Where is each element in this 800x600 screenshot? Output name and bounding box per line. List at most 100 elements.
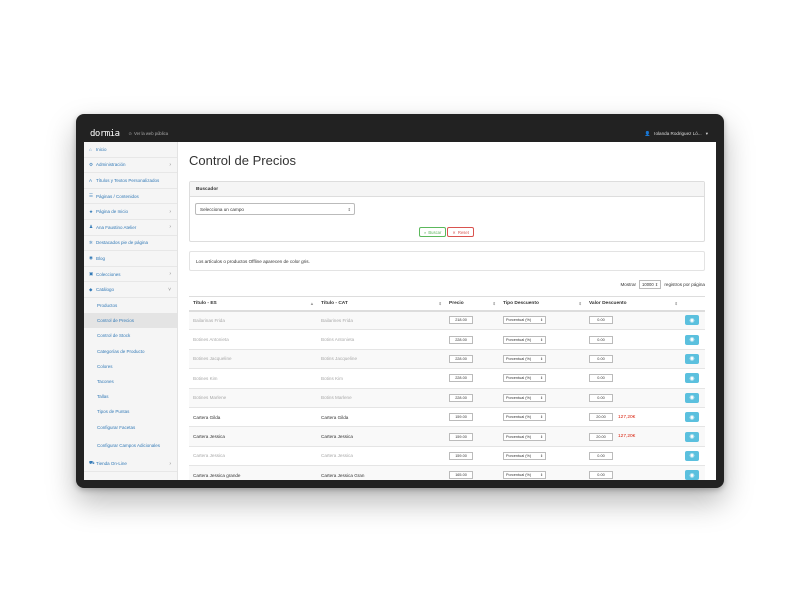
sidebar-item-inicio[interactable]: ⌂ Inicio xyxy=(84,142,177,158)
sidebar-item-colecciones[interactable]: ▣ Colecciones › xyxy=(84,267,177,283)
discount-value-input[interactable]: 0.00 xyxy=(589,316,613,325)
eye-icon[interactable]: ◉ xyxy=(685,315,699,326)
cell-titulo-cat: Botins Marlene xyxy=(317,388,445,408)
brand-logo[interactable]: dormia xyxy=(90,128,120,139)
eye-icon[interactable]: ◉ xyxy=(685,353,699,364)
page-length-control: Mostrar 10000 ⇕ registros por página xyxy=(189,278,705,291)
discount-type-select[interactable]: Porcentual (%) ⇕ xyxy=(503,354,546,363)
cell-valor-descuento: 0.00 xyxy=(585,446,681,467)
search-button[interactable]: ⌕ Buscar xyxy=(419,227,447,237)
cell-valor-descuento: 0.00 xyxy=(585,310,681,331)
reset-button[interactable]: ✕ Reset xyxy=(447,227,474,237)
discount-type-select[interactable]: Porcentual (%) ⇕ xyxy=(503,374,546,383)
eye-icon[interactable]: ◉ xyxy=(685,373,699,384)
price-input[interactable]: 159.00 xyxy=(449,413,473,422)
sidebar-subitem-tallas[interactable]: Tallas xyxy=(97,394,109,400)
table-row: Cartera Gilda Cartera Gilda 159.00 Porcentu… xyxy=(189,407,705,428)
sidebar-item-destacados[interactable]: ✲ Destacados pie de página xyxy=(84,236,177,252)
chevron-right-icon: › xyxy=(169,224,171,231)
length-suffix: registros por página xyxy=(664,282,705,287)
price-input[interactable]: 218.00 xyxy=(449,316,473,325)
column-header-valor-descuento[interactable]: Valor Descuento ⇕ xyxy=(585,296,681,312)
discount-value-input[interactable]: 0.00 xyxy=(589,354,613,363)
price-input[interactable]: 159.00 xyxy=(449,432,473,441)
discount-type-select[interactable]: Porcentual (%) ⇕ xyxy=(503,413,546,422)
user-menu[interactable]: 👤 Iolanda Rodriguez Ló... ▾ xyxy=(644,131,708,137)
price-input[interactable]: 228.00 xyxy=(449,335,473,344)
discount-value-input[interactable]: 0.00 xyxy=(589,471,613,480)
cell-actions: ◉ xyxy=(681,368,705,389)
discount-type-value: Porcentual (%) xyxy=(506,434,532,439)
cell-titulo-es: Bailarinas Frida xyxy=(189,310,317,331)
price-input[interactable]: 165.00 xyxy=(449,471,473,480)
price-input[interactable]: 228.00 xyxy=(449,354,473,363)
eye-icon[interactable]: ◉ xyxy=(685,412,699,423)
sidebar-item-administracion[interactable]: ⚙ Administración › xyxy=(84,158,177,174)
text-icon: A xyxy=(89,177,93,183)
discount-value-input[interactable]: 0.00 xyxy=(589,335,613,344)
discount-type-select[interactable]: Porcentual (%) ⇕ xyxy=(503,393,546,402)
cell-valor-descuento: 0.00 xyxy=(585,349,681,370)
eye-icon[interactable]: ◉ xyxy=(685,392,699,403)
select-arrows-icon: ⇕ xyxy=(540,415,543,420)
length-select[interactable]: 10000 ⇕ xyxy=(639,280,662,289)
sidebar-item-label: Tienda On-Line xyxy=(96,461,127,467)
discount-value-input[interactable]: 20.00 xyxy=(589,432,613,441)
sidebar-item-label: Administración xyxy=(96,162,126,168)
sidebar-subitem-categorias[interactable]: Categorías de Producto xyxy=(97,348,145,354)
top-navbar: dormia ⊙ Ver la web pública 👤 Iolanda Ro… xyxy=(84,125,716,142)
column-header-precio[interactable]: Precio ⇕ xyxy=(445,296,499,312)
table-row: Cartera Jessica Cartera Jessica 159.00 Porc… xyxy=(189,426,705,447)
select-arrows-icon: ⇕ xyxy=(540,337,543,342)
discount-value-input[interactable]: 0.00 xyxy=(589,374,613,383)
select-arrows-icon: ⇕ xyxy=(540,473,543,478)
sidebar-item-atelier[interactable]: ♟ Ana Faustino Atelier › xyxy=(84,220,177,236)
field-select-value: Selecciona un campo xyxy=(200,206,244,212)
price-input[interactable]: 159.00 xyxy=(449,451,473,460)
discount-type-value: Porcentual (%) xyxy=(506,453,532,458)
table-row: Bailarinas Frida Bailarines Frida 218.00 Po… xyxy=(189,310,705,331)
discount-type-select[interactable]: Porcentual (%) ⇕ xyxy=(503,471,546,480)
column-header-titulo-cat[interactable]: Título - CAT ⇕ xyxy=(317,296,445,312)
sidebar-subitem-tacones[interactable]: Tacones xyxy=(97,378,114,384)
sidebar-item-catalogo[interactable]: ◆ Catálogo ˅ xyxy=(84,282,177,298)
eye-icon[interactable]: ◉ xyxy=(685,431,699,442)
column-header-titulo-es[interactable]: Título - ES ▲ xyxy=(189,296,317,312)
sidebar-item-pagina-inicio[interactable]: ★ Página de Inicio › xyxy=(84,204,177,220)
sidebar-subitem-puntas[interactable]: Tipos de Puntas xyxy=(97,409,130,415)
sidebar-subitem-control-precios[interactable]: Control de Precios xyxy=(84,313,177,329)
discount-type-select[interactable]: Porcentual (%) ⇕ xyxy=(503,451,546,460)
sidebar-subitem-colores[interactable]: Colores xyxy=(97,363,113,369)
discount-type-select[interactable]: Porcentual (%) ⇕ xyxy=(503,432,546,441)
sidebar-item-titulos[interactable]: A Títulos y Textos Personalizados xyxy=(84,173,177,189)
cart-icon: ⛟ xyxy=(89,460,95,466)
cell-tipo-descuento: Porcentual (%) ⇕ xyxy=(499,368,585,389)
discount-value-input[interactable]: 20.00 xyxy=(589,413,613,422)
cell-titulo-cat: Botins Jacqueline xyxy=(317,349,445,370)
discount-type-select[interactable]: Porcentual (%) ⇕ xyxy=(503,316,546,325)
discount-type-select[interactable]: Porcentual (%) ⇕ xyxy=(503,335,546,344)
search-icon: ⌕ xyxy=(424,229,427,235)
cell-titulo-cat: Cartera Jessica Gran xyxy=(317,465,445,480)
sidebar-subitem-productos[interactable]: Productos xyxy=(97,303,118,309)
sidebar-subitem-facetas[interactable]: Configurar Facetas xyxy=(97,424,136,430)
public-site-link[interactable]: ⊙ Ver la web pública xyxy=(129,131,169,136)
price-input[interactable]: 228.00 xyxy=(449,374,473,383)
discount-value-input[interactable]: 0.00 xyxy=(589,451,613,460)
column-header-tipo-descuento[interactable]: Tipo Descuento ⇕ xyxy=(499,296,585,312)
page-title: Control de Precios xyxy=(189,153,296,168)
sidebar-item-blog[interactable]: ◉ Blog xyxy=(84,251,177,267)
discount-value-input[interactable]: 0.00 xyxy=(589,393,613,402)
eye-icon[interactable]: ◉ xyxy=(685,450,699,461)
eye-icon[interactable]: ◉ xyxy=(685,470,699,480)
sidebar-subitem-campos[interactable]: Configurar Campos Adicionales xyxy=(97,442,161,448)
sidebar-item-tienda[interactable]: ⛟ Tienda On-Line › xyxy=(84,457,177,473)
cell-titulo-es: Botines Marlene xyxy=(189,388,317,408)
eye-icon[interactable]: ◉ xyxy=(685,334,699,345)
price-input[interactable]: 228.00 xyxy=(449,393,473,402)
field-select[interactable]: Selecciona un campo ⇕ xyxy=(195,203,355,215)
sidebar-item-paginas[interactable]: ☰ Páginas / Contenidos xyxy=(84,189,177,205)
sidebar-subitem-control-stock[interactable]: Control de Stock xyxy=(97,333,131,339)
length-label: Mostrar xyxy=(620,282,637,287)
cell-titulo-es: Cartera Jessica xyxy=(189,446,317,467)
